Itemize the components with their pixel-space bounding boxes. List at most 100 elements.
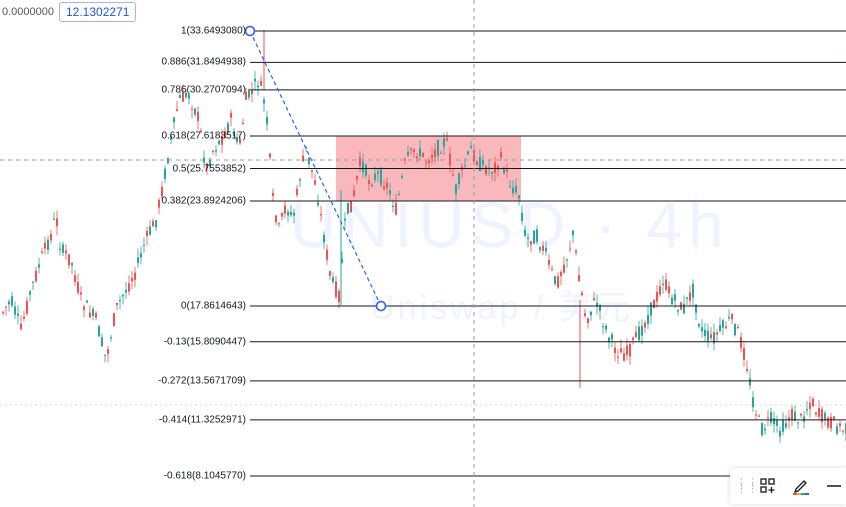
- candle: [326, 244, 328, 266]
- candle: [506, 163, 508, 179]
- candle: [728, 309, 730, 321]
- candle: [344, 211, 346, 229]
- fib-anchor-handle[interactable]: [375, 300, 387, 312]
- candle: [542, 240, 544, 256]
- drag-handle-icon[interactable]: ⋮⋮ ⋮⋮: [736, 477, 758, 495]
- candle: [629, 341, 631, 365]
- candle: [815, 411, 817, 418]
- candle: [584, 308, 586, 318]
- candle: [182, 84, 184, 102]
- candle: [77, 273, 79, 296]
- add-layout-icon[interactable]: [756, 472, 779, 500]
- candle: [377, 168, 379, 183]
- candle: [725, 321, 727, 329]
- candle: [524, 225, 526, 238]
- candle: [605, 323, 607, 334]
- candle: [665, 272, 667, 292]
- candle: [2, 310, 4, 316]
- candle: [476, 159, 478, 167]
- candle: [494, 156, 496, 182]
- candle: [299, 177, 301, 188]
- candle: [176, 101, 178, 112]
- candle: [302, 148, 304, 162]
- candle: [560, 269, 562, 285]
- candle: [65, 244, 67, 260]
- candle: [776, 415, 778, 433]
- candle: [677, 309, 679, 316]
- candle: [101, 333, 103, 347]
- candle: [125, 281, 127, 299]
- candle: [716, 329, 718, 343]
- candle: [821, 406, 823, 430]
- candle: [647, 306, 649, 330]
- candle: [683, 295, 685, 315]
- price-badge[interactable]: 12.1302271: [59, 2, 137, 22]
- candle: [185, 89, 187, 100]
- candle: [137, 248, 139, 269]
- candle: [230, 109, 232, 127]
- candle: [257, 80, 259, 96]
- watermark-symbol: UNIUSD · 4h: [290, 189, 730, 261]
- line-icon[interactable]: [823, 472, 846, 500]
- candle: [95, 310, 97, 321]
- candle: [710, 327, 712, 341]
- candle: [32, 280, 34, 290]
- candle: [17, 305, 19, 325]
- candle: [35, 266, 37, 284]
- candle: [479, 149, 481, 172]
- candle: [719, 317, 721, 334]
- candle: [83, 304, 85, 318]
- candle: [221, 129, 223, 154]
- candle: [440, 150, 442, 154]
- candle: [599, 304, 601, 320]
- candle: [284, 201, 286, 219]
- candle: [593, 291, 595, 302]
- candle: [380, 166, 382, 188]
- candle: [164, 165, 166, 183]
- candle: [638, 320, 640, 343]
- candle: [170, 132, 172, 145]
- candle: [356, 175, 358, 185]
- candle: [749, 369, 751, 390]
- candle: [431, 147, 433, 165]
- candle: [515, 178, 517, 195]
- candle: [146, 226, 148, 245]
- candle: [233, 128, 235, 137]
- candle: [365, 163, 367, 179]
- candle: [455, 183, 457, 202]
- candle: [767, 410, 769, 427]
- candle: [47, 235, 49, 255]
- candle: [293, 208, 295, 224]
- candle: [191, 105, 193, 119]
- candle: [746, 360, 748, 374]
- fib-level-label: 0.618(27.6183517): [161, 130, 246, 142]
- candle: [419, 140, 421, 161]
- candle: [689, 285, 691, 306]
- candle: [50, 229, 52, 245]
- candle: [596, 294, 598, 315]
- candle: [671, 294, 673, 305]
- candle: [392, 199, 394, 213]
- candle: [437, 139, 439, 162]
- candle: [641, 319, 643, 344]
- candle: [491, 171, 493, 181]
- fib-level-label: -0.414(11.3252971): [158, 414, 246, 426]
- candle: [386, 177, 388, 196]
- candle: [551, 265, 553, 272]
- candle: [572, 229, 574, 244]
- candle: [374, 166, 376, 183]
- candle: [275, 214, 277, 226]
- candle: [422, 152, 424, 158]
- candle: [713, 323, 715, 351]
- candle: [707, 323, 709, 348]
- candle: [128, 275, 130, 296]
- candle: [704, 322, 706, 343]
- candle: [272, 188, 274, 201]
- pencil-icon[interactable]: [789, 472, 812, 500]
- candle: [428, 157, 430, 169]
- candle: [44, 236, 46, 255]
- fib-level-label: -0.618(8.1045770): [163, 470, 246, 482]
- candle: [347, 202, 349, 215]
- fib-anchor-handle[interactable]: [244, 25, 256, 37]
- candle: [143, 237, 145, 253]
